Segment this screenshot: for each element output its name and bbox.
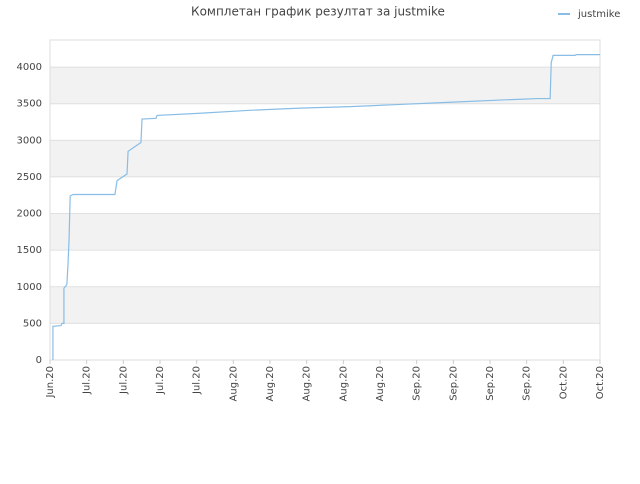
- x-tick-label: Aug.20: [265, 366, 276, 401]
- x-tick-label: Aug.20: [338, 366, 349, 401]
- y-tick-label: 1500: [17, 245, 42, 256]
- x-tick-label: Sep.20: [412, 366, 423, 401]
- x-tick-label: Jul.20: [82, 366, 93, 395]
- y-tick-label: 2000: [17, 209, 42, 220]
- x-tick-label: Sep.20: [522, 366, 533, 401]
- y-tick-label: 2500: [17, 172, 42, 183]
- y-tick-label: 1000: [17, 282, 42, 293]
- grid-band: [50, 67, 600, 104]
- x-tick-label: Sep.20: [448, 366, 459, 401]
- grid-band: [50, 286, 600, 324]
- grid-band: [50, 213, 600, 251]
- x-tick-label: Aug.20: [302, 366, 313, 401]
- x-tick-label: Jul.20: [192, 366, 203, 395]
- x-tick-label: Jul.20: [155, 366, 166, 395]
- chart-title: Комплетан график резултат за justmike: [191, 5, 445, 19]
- y-tick-label: 500: [23, 318, 42, 329]
- grid-band: [50, 140, 600, 177]
- legend-label: justmike: [577, 9, 620, 20]
- x-tick-label: Aug.20: [228, 366, 239, 401]
- x-tick-label: Jun.20: [45, 366, 56, 399]
- x-tick-label: Sep.20: [485, 366, 496, 401]
- line: [52, 54, 600, 360]
- x-tick-label: Aug.20: [375, 366, 386, 401]
- x-tick-label: Oct.20: [595, 366, 606, 399]
- plot-border: [49, 39, 601, 361]
- y-tick-label: 3000: [17, 135, 42, 146]
- y-tick-label: 3500: [17, 99, 42, 110]
- y-tick-label: 4000: [17, 62, 42, 73]
- x-tick-label: Jul.20: [118, 366, 129, 395]
- x-tick-label: Oct.20: [558, 366, 569, 399]
- y-tick-label: 0: [36, 355, 42, 366]
